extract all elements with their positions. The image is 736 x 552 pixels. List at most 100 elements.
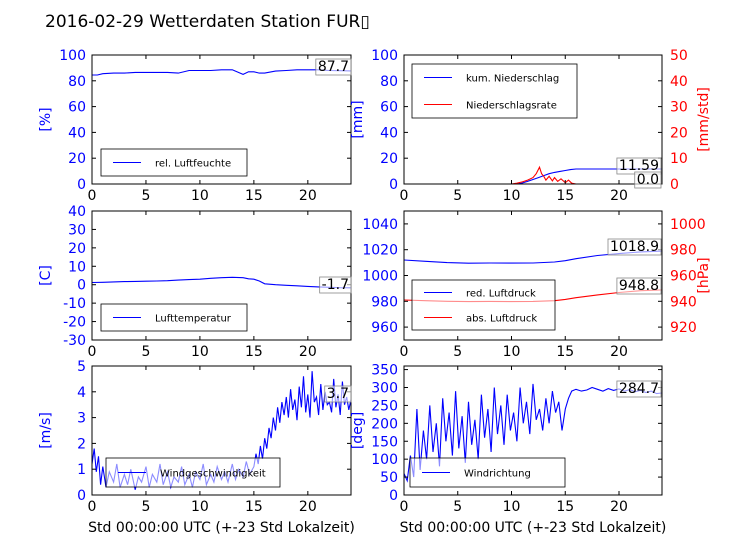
- panel-4: 0 5 10 15 20 960 980 1000 1020 1040 920 940 960 980 10…: [362, 210, 712, 360]
- y-tick-label: 1020: [362, 243, 398, 259]
- x-tick-label: 0: [400, 188, 409, 204]
- x-tick-label: 10: [503, 344, 521, 360]
- y-tick-label-right: 50: [670, 48, 688, 64]
- series-line-1: [404, 168, 662, 185]
- y-tick-label: 30: [68, 222, 86, 238]
- plot-frame: [91, 365, 352, 496]
- value-annotation: 3.7: [327, 386, 349, 402]
- y-tick-label-right: 960: [670, 269, 697, 285]
- panel-5: 0 5 10 15 20 0 1 2 3 4 5 [m/s] Std 00:00:00 UTC (+-2…: [38, 359, 355, 536]
- value-annotation-box: [324, 385, 352, 403]
- x-tick-label: 15: [245, 499, 263, 515]
- y-tick-label: 100: [59, 48, 86, 64]
- y-tick-label: 1040: [362, 217, 398, 233]
- figure-title: 2016-02-29 Wetterdaten Station FUR▯: [45, 12, 370, 32]
- y-tick-label: 40: [380, 125, 398, 141]
- panel-3: 0 5 10 15 20 -30 -20 -10 0 10 20 30 40 [C] Lufttempera…: [38, 204, 352, 360]
- legend-label: kum. Niederschlag: [466, 74, 559, 85]
- value-annotation: 11.59: [619, 158, 659, 174]
- panel-1: 0 5 10 15 20 0 20 40 60 80 100 [%] rel. Luftfeuchte 8…: [38, 48, 352, 204]
- value-annotation: -1.7: [322, 277, 349, 293]
- y-axis-label: [%]: [38, 107, 54, 131]
- x-tick-label: 10: [503, 499, 521, 515]
- value-annotation: 284.7: [619, 381, 659, 397]
- x-tick-label: 5: [453, 499, 462, 515]
- y-tick-label: 10: [68, 259, 86, 275]
- x-tick-label: 15: [556, 344, 574, 360]
- legend-label: Lufttemperatur: [155, 314, 232, 325]
- value-annotation: 0.0: [637, 172, 659, 188]
- plot-frame: [403, 54, 663, 185]
- y-tick-label: 60: [380, 100, 398, 116]
- x-tick-label: 10: [191, 188, 209, 204]
- y-tick-label: 2: [77, 436, 86, 452]
- panel-2: 0 5 10 15 20 0 20 40 60 80 100 0 10 20 30 40 50 [mm] [mm/s…: [350, 48, 712, 204]
- plot-frame: [91, 54, 352, 185]
- y-axis-label: [deg]: [350, 412, 366, 449]
- series-line-1: [91, 276, 352, 289]
- y-tick-label: 250: [371, 398, 398, 414]
- x-tick-label: 20: [299, 188, 317, 204]
- y-tick-label: -10: [63, 296, 86, 312]
- y-tick-label-right: 980: [670, 243, 697, 259]
- y-tick-label: 80: [380, 74, 398, 90]
- value-annotation: 948.8: [619, 278, 659, 294]
- y-tick-label: 50: [380, 470, 398, 486]
- value-annotation-box: [616, 277, 662, 295]
- legend-box: [411, 279, 556, 331]
- x-tick-label: 10: [503, 188, 521, 204]
- x-tick-label: 0: [88, 188, 97, 204]
- y-axis-label: [mm]: [350, 100, 366, 138]
- y-tick-label: 20: [380, 151, 398, 167]
- y-tick-label: 100: [371, 452, 398, 468]
- y-tick-label: 60: [68, 100, 86, 116]
- y-axis-label-right: [hPa]: [696, 257, 712, 293]
- plot-frame: [91, 210, 352, 341]
- y-tick-label: 80: [68, 74, 86, 90]
- y-tick-label: 20: [68, 241, 86, 257]
- y-tick-label: 980: [371, 294, 398, 310]
- y-tick-label: 960: [371, 320, 398, 336]
- y-tick-label-right: 940: [670, 294, 697, 310]
- y-tick-label: 40: [68, 125, 86, 141]
- x-tick-label: 10: [191, 344, 209, 360]
- x-tick-label: 5: [453, 188, 462, 204]
- y-tick-label: 5: [77, 359, 86, 375]
- value-annotation-box: [315, 58, 352, 76]
- y-tick-label-right: 20: [670, 125, 688, 141]
- legend-box: [411, 63, 578, 119]
- x-tick-label: 5: [453, 344, 462, 360]
- y-tick-label: 0: [389, 177, 398, 193]
- x-tick-label: 15: [556, 499, 574, 515]
- series-line-1: [92, 69, 352, 76]
- y-tick-label-right: 40: [670, 74, 688, 90]
- y-tick-label-right: 920: [670, 320, 697, 336]
- x-tick-label: 5: [141, 188, 150, 204]
- x-axis-label: Std 00:00:00 UTC (+-23 Std Lokalzeit): [400, 520, 667, 536]
- y-tick-label: 1: [77, 462, 86, 478]
- x-tick-label: 15: [556, 188, 574, 204]
- x-tick-label: 20: [610, 188, 628, 204]
- legend-label: abs. Luftdruck: [466, 314, 537, 325]
- x-axis-label: Std 00:00:00 UTC (+-23 Std Lokalzeit): [88, 520, 355, 536]
- y-tick-label: -20: [63, 315, 86, 331]
- legend-label: Windgeschwindigkeit: [160, 469, 266, 480]
- legend-label: Windrichtung: [464, 469, 531, 480]
- series-line-1: [403, 383, 663, 483]
- legend-label: Niederschlagsrate: [466, 101, 557, 112]
- legend-label: rel. Luftfeuchte: [155, 159, 231, 170]
- y-tick-label: 200: [371, 416, 398, 432]
- x-tick-label: 0: [88, 499, 97, 515]
- x-tick-label: 5: [141, 499, 150, 515]
- y-tick-label-right: 0: [670, 177, 679, 193]
- x-tick-label: 5: [141, 344, 150, 360]
- y-tick-label: 40: [68, 204, 86, 220]
- y-tick-label: 100: [371, 48, 398, 64]
- x-tick-label: 15: [245, 344, 263, 360]
- value-annotation-box: [634, 171, 662, 189]
- x-tick-label: 0: [400, 344, 409, 360]
- value-annotation: 1018.9: [610, 239, 659, 255]
- x-tick-label: 10: [191, 499, 209, 515]
- x-tick-label: 0: [88, 344, 97, 360]
